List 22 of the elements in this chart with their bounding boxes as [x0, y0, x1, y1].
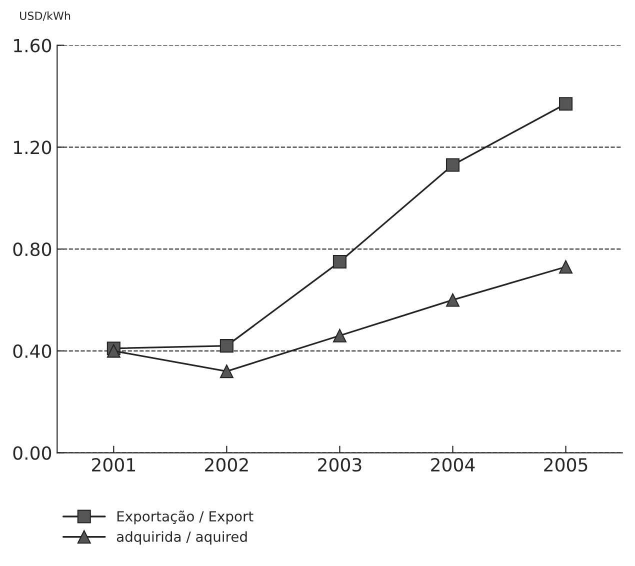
legend-label: adquirida / aquired — [116, 531, 247, 545]
x-tick-label: 2004 — [431, 458, 475, 472]
x-tick-label: 2002 — [205, 458, 248, 472]
x-tick-label: 2005 — [544, 458, 588, 472]
y-tick-label: 1.20 — [14, 140, 52, 154]
point — [332, 328, 346, 342]
point — [106, 344, 120, 358]
x-tick-label: 2003 — [318, 458, 362, 472]
x-tick-label: 2001 — [92, 458, 135, 472]
point — [559, 97, 573, 111]
y-tick-label: 0.80 — [13, 242, 52, 256]
point — [332, 255, 346, 269]
point — [446, 293, 460, 307]
legend-label: Exportação / Export — [117, 510, 254, 524]
point — [446, 158, 460, 172]
y-tick-label: 0.00 — [13, 446, 52, 460]
point — [220, 339, 234, 353]
y-axis-title: USD/kWh — [20, 11, 70, 21]
y-tick-label: 1.60 — [14, 38, 52, 52]
point — [220, 364, 234, 378]
y-tick-label: 0.40 — [13, 344, 52, 358]
point — [559, 260, 573, 274]
